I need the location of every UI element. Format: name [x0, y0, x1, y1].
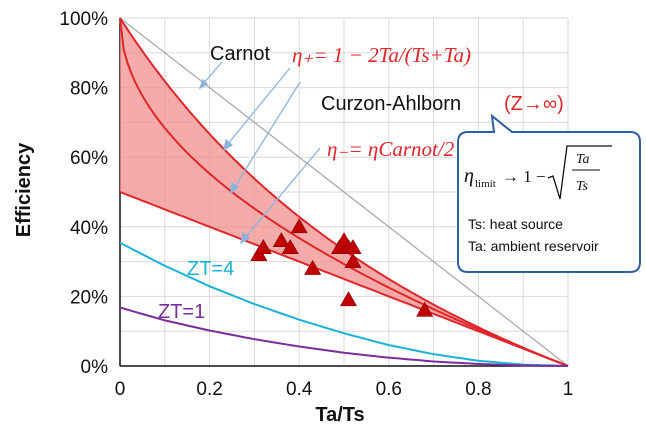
eta-plus-arrowhead-1: [223, 138, 234, 152]
shaded-band: [120, 18, 568, 366]
y-tick-label: 60%: [70, 148, 108, 169]
curzon-ahlborn-label: Curzon-Ahlborn: [321, 93, 461, 115]
annotation-arrows: [198, 61, 321, 245]
callout-ta-legend: Ta: ambient reservoir: [468, 238, 599, 254]
callout-ts-legend: Ts: heat source: [468, 216, 563, 232]
callout-eta: η: [464, 165, 474, 187]
y-tick-label: 40%: [70, 218, 108, 239]
y-tick-label: 80%: [70, 79, 108, 100]
eta-minus-arrow: [244, 147, 321, 239]
data-marker: [416, 301, 434, 317]
x-tick-label: 0.2: [196, 379, 222, 400]
eta-plus-arrow-1: [226, 67, 291, 146]
eta-plus-arrow-2: [233, 81, 301, 189]
curve-zt1: [119, 306, 569, 367]
x-tick-label: 0: [115, 379, 126, 400]
x-axis-title: Ta/Ts: [315, 404, 364, 426]
zt4-label: ZT=4: [187, 258, 234, 280]
x-tick-label: 0.8: [465, 379, 491, 400]
callout-eta-sub: limit: [475, 178, 496, 190]
zt1-label: ZT=1: [158, 301, 205, 323]
callout-sqrt-sign: [547, 145, 612, 200]
callout-arrow-one-minus: → 1 −: [502, 167, 546, 186]
x-tick-label: 1: [563, 379, 574, 400]
tick-labels: 0 0.2 0.4 0.6 0.8 1 0% 20% 40% 60% 80% 100%: [59, 9, 573, 400]
y-axis-title: Efficiency: [13, 142, 35, 237]
callout-sqrt-den: Ts: [576, 179, 589, 194]
carnot-arrowhead: [198, 78, 209, 90]
curve-zt4: [119, 241, 569, 367]
y-tick-label: 20%: [70, 287, 108, 308]
y-tick-label: 0%: [81, 357, 109, 378]
x-tick-label: 0.4: [286, 379, 313, 400]
curve-curzon: [119, 17, 569, 367]
shaded-region: [120, 18, 568, 366]
curve-carnot: [119, 17, 569, 367]
limit-formula-callout: η limit → 1 − Ta Ts Ts: heat source Ta: …: [457, 113, 641, 273]
eta-plus-label: η₊= 1 − 2Ta/(Ts+Ta): [292, 43, 471, 67]
data-marker: [344, 252, 362, 268]
x-tick-label: 0.6: [376, 379, 402, 400]
curzon-ahlborn-suffix: (Z→∞): [504, 93, 564, 115]
carnot-label: Carnot: [210, 43, 270, 65]
callout-sqrt-num: Ta: [576, 152, 590, 167]
curve-eta_minus: [119, 191, 569, 367]
data-marker: [304, 259, 322, 275]
data-marker: [254, 239, 272, 254]
data-marker: [339, 291, 357, 307]
eta-minus-label: η₋= ηCarnot/2: [327, 137, 455, 161]
eta-minus-arrowhead: [240, 231, 251, 245]
data-marker: [290, 218, 308, 234]
eta-plus-arrowhead-2: [230, 181, 240, 195]
data-markers: [250, 218, 434, 317]
carnot-arrow: [202, 61, 223, 85]
y-tick-label: 100%: [59, 9, 108, 30]
data-marker: [272, 232, 290, 248]
callout-bubble: [457, 113, 641, 273]
data-marker: [281, 239, 299, 254]
